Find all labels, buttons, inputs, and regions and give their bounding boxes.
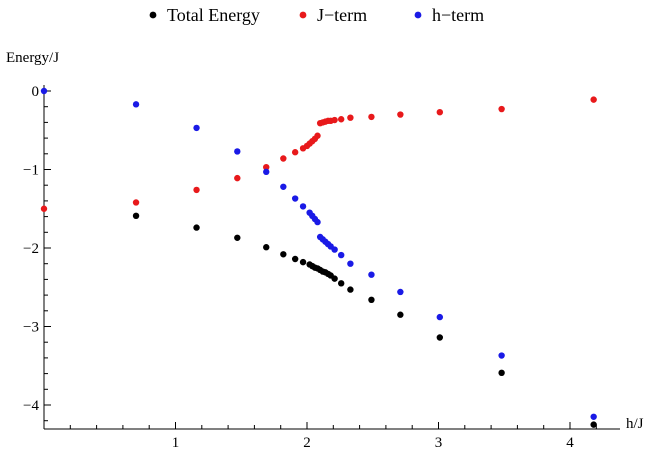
data-point <box>368 296 375 304</box>
axes: 1 2 3 4 0 −1 −2 −3 −4 <box>23 84 620 449</box>
data-point <box>193 224 200 231</box>
data-point <box>337 251 345 259</box>
y-axis-title: Energy/J <box>6 50 59 66</box>
data-point <box>193 124 200 132</box>
legend-marker <box>414 11 422 19</box>
x-tick-label: 4 <box>566 435 574 449</box>
data-point <box>436 108 444 116</box>
data-point <box>299 203 307 210</box>
data-point <box>280 251 287 258</box>
data-point <box>337 116 345 123</box>
data-point <box>193 186 200 194</box>
data-point <box>498 352 505 359</box>
series-0 <box>132 212 597 428</box>
legend-label: Total Energy <box>167 5 260 25</box>
data-point <box>498 105 505 113</box>
data-point <box>498 369 505 377</box>
x-tick-label: 1 <box>172 435 180 449</box>
legend-marker <box>149 11 157 19</box>
data-point <box>368 271 375 278</box>
data-point <box>347 286 354 293</box>
data-point <box>234 234 241 241</box>
data-point <box>436 334 444 341</box>
data-point <box>590 96 597 103</box>
legend: Total Energy J−term h−term <box>149 5 484 25</box>
data-point <box>280 183 287 190</box>
data-point <box>263 163 270 171</box>
data-point <box>132 199 140 206</box>
y-tick-label: 0 <box>32 84 40 100</box>
data-point <box>280 155 287 162</box>
data-point <box>590 421 597 428</box>
series-2 <box>40 87 597 420</box>
data-point <box>40 87 48 95</box>
data-point <box>132 101 140 108</box>
y-tick-label: −3 <box>23 320 39 336</box>
y-tick-label: −4 <box>23 398 39 414</box>
data-point <box>590 413 597 420</box>
y-tick-label: −2 <box>23 241 39 257</box>
data-point <box>40 205 48 212</box>
data-point <box>234 174 241 182</box>
x-tick-label: 3 <box>435 435 443 449</box>
data-point <box>132 212 140 220</box>
data-point <box>397 288 404 296</box>
data-point <box>314 132 321 139</box>
data-point <box>397 311 404 318</box>
legend-marker <box>299 11 307 19</box>
legend-label: J−term <box>317 5 367 25</box>
data-point <box>299 258 307 266</box>
data-point <box>263 168 270 176</box>
data-point <box>436 313 444 321</box>
data-point <box>331 275 338 282</box>
series-1 <box>40 96 597 212</box>
legend-label: h−term <box>432 5 484 25</box>
data-point <box>337 280 345 287</box>
data-point <box>347 260 354 267</box>
data-point <box>291 255 299 263</box>
data-point <box>234 148 241 155</box>
data-point <box>331 116 338 124</box>
x-axis-title: h/J <box>626 416 644 432</box>
data-points <box>40 87 597 428</box>
data-point <box>314 218 321 226</box>
data-point <box>291 195 299 202</box>
data-point <box>331 246 338 253</box>
x-tick-label: 2 <box>303 435 311 449</box>
y-tick-label: −1 <box>23 163 39 179</box>
data-point <box>397 111 404 118</box>
data-point <box>291 149 299 156</box>
data-point <box>347 114 354 121</box>
data-point <box>263 244 270 251</box>
data-point <box>368 113 375 121</box>
